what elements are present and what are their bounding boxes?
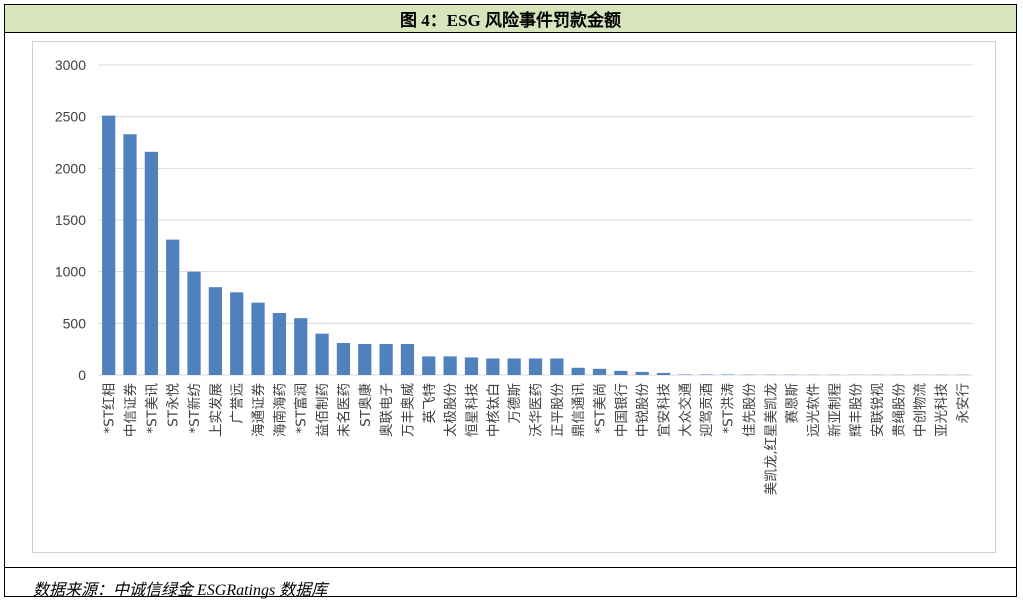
bar xyxy=(635,371,649,375)
bar xyxy=(102,115,116,375)
bar xyxy=(358,344,372,375)
x-tick-label: ST奥康 xyxy=(357,383,374,427)
bar xyxy=(315,333,329,375)
y-tick-label: 2000 xyxy=(55,160,86,176)
x-tick-label: 大众交通 xyxy=(677,383,694,437)
bar xyxy=(528,358,543,375)
bar xyxy=(550,358,564,375)
x-tick-label: 永安行 xyxy=(955,383,971,424)
x-tick-label: 辉丰股份 xyxy=(849,383,865,437)
x-tick-label: 上实发展 xyxy=(208,383,224,437)
source-divider xyxy=(5,567,1016,568)
x-tick-label: 未名医药 xyxy=(336,383,352,437)
bar xyxy=(507,358,521,375)
bar xyxy=(336,342,351,375)
chart-area: 0 500 1000 1500 2000 2500 3000 *ST红相 中信证券 *ST美讯 S… xyxy=(32,41,996,553)
x-tick-label: 安联锐视 xyxy=(870,383,886,437)
figure-title: 图 4：ESG 风险事件罚款金额 xyxy=(5,5,1016,33)
x-tick-label: 中信证券 xyxy=(123,383,139,437)
bar xyxy=(272,313,287,375)
x-tick-label: 太极股份 xyxy=(443,383,459,437)
y-tick-label: 1000 xyxy=(55,264,86,280)
bar xyxy=(592,368,607,375)
x-tick-label: *ST洪涛 xyxy=(721,383,737,434)
x-tick-label: *ST美尚 xyxy=(593,383,609,434)
bar xyxy=(571,367,585,375)
bar xyxy=(720,374,735,375)
data-source: 数据来源：中诚信绿金 ESGRatings 数据库 xyxy=(33,582,328,599)
y-tick-label: 0 xyxy=(78,367,86,383)
x-tick-label: 宜安科技 xyxy=(657,383,673,437)
x-tick-label: *ST新纺 xyxy=(187,383,203,434)
x-tick-label: 海南海药 xyxy=(272,383,288,437)
x-tick-label: 中创物流 xyxy=(913,383,929,437)
bar xyxy=(251,302,265,375)
y-axis-ticks: 0 500 1000 1500 2000 2500 3000 xyxy=(55,57,86,383)
x-tick-label: 正平股份 xyxy=(550,383,566,437)
bar xyxy=(123,134,137,375)
x-tick-label: 美凯龙,红星美凯龙 xyxy=(763,383,779,495)
x-tick-label: 恒星科技 xyxy=(464,383,480,437)
gridlines xyxy=(98,64,973,376)
bar xyxy=(486,358,500,375)
bar xyxy=(443,356,457,375)
x-tick-label: 佳先股份 xyxy=(742,383,758,437)
x-tick-label: 亚光科技 xyxy=(934,383,950,437)
x-tick-label: 远光软件 xyxy=(806,383,822,437)
x-tick-label: *ST红相 xyxy=(102,383,118,434)
x-tick-label: 海通证券 xyxy=(251,383,267,437)
x-tick-label: 新亚制程 xyxy=(827,383,843,437)
x-tick-label: 万丰奥威 xyxy=(399,383,416,437)
bar-chart: 0 500 1000 1500 2000 2500 3000 *ST红相 中信证券 *ST美讯 S… xyxy=(55,57,973,496)
figure-frame: 图 4：ESG 风险事件罚款金额 0 500 1000 1500 2000 2500 300… xyxy=(4,4,1017,599)
bars xyxy=(102,115,969,375)
x-tick-label: 益佰制药 xyxy=(315,383,331,437)
x-tick-label: 万德斯 xyxy=(507,383,523,424)
y-tick-label: 3000 xyxy=(55,57,86,73)
x-tick-label: ST永悦 xyxy=(166,383,182,427)
x-tick-label: 迎驾贡酒 xyxy=(699,383,715,437)
x-tick-label: 贵绳股份 xyxy=(891,383,907,437)
x-tick-label: 鼎信通讯 xyxy=(571,383,587,437)
x-axis-labels: *ST红相 中信证券 *ST美讯 ST永悦 *ST新纺 上实发展 广誉远 海通证券 海南海药 *S… xyxy=(102,383,972,496)
x-tick-label: 中国银行 xyxy=(614,383,630,437)
x-tick-label: *ST富润 xyxy=(293,383,310,434)
bar xyxy=(656,372,671,375)
y-tick-label: 500 xyxy=(63,315,87,331)
bar xyxy=(187,271,201,375)
bar xyxy=(144,151,158,375)
x-tick-label: 中核钛白 xyxy=(486,383,502,437)
x-tick-label: 广誉远 xyxy=(230,383,246,424)
bar xyxy=(294,318,308,375)
bar xyxy=(699,374,713,375)
y-tick-label: 2500 xyxy=(55,109,86,125)
bar xyxy=(230,292,244,375)
x-tick-label: *ST美讯 xyxy=(144,383,160,434)
bar xyxy=(422,356,436,375)
y-tick-label: 1500 xyxy=(55,212,86,228)
bar xyxy=(678,374,692,375)
bar xyxy=(208,287,222,375)
x-tick-label: 沃华医药 xyxy=(529,383,545,437)
bar xyxy=(614,370,628,375)
x-tick-label: 赛恩斯 xyxy=(785,383,801,424)
x-tick-label: 英飞特 xyxy=(421,383,438,424)
bar xyxy=(166,239,180,375)
x-tick-label: 中锐股份 xyxy=(635,383,651,437)
bar xyxy=(400,344,415,375)
bar xyxy=(464,357,479,375)
x-tick-label: 奥联电子 xyxy=(378,383,395,437)
bar xyxy=(379,344,393,375)
